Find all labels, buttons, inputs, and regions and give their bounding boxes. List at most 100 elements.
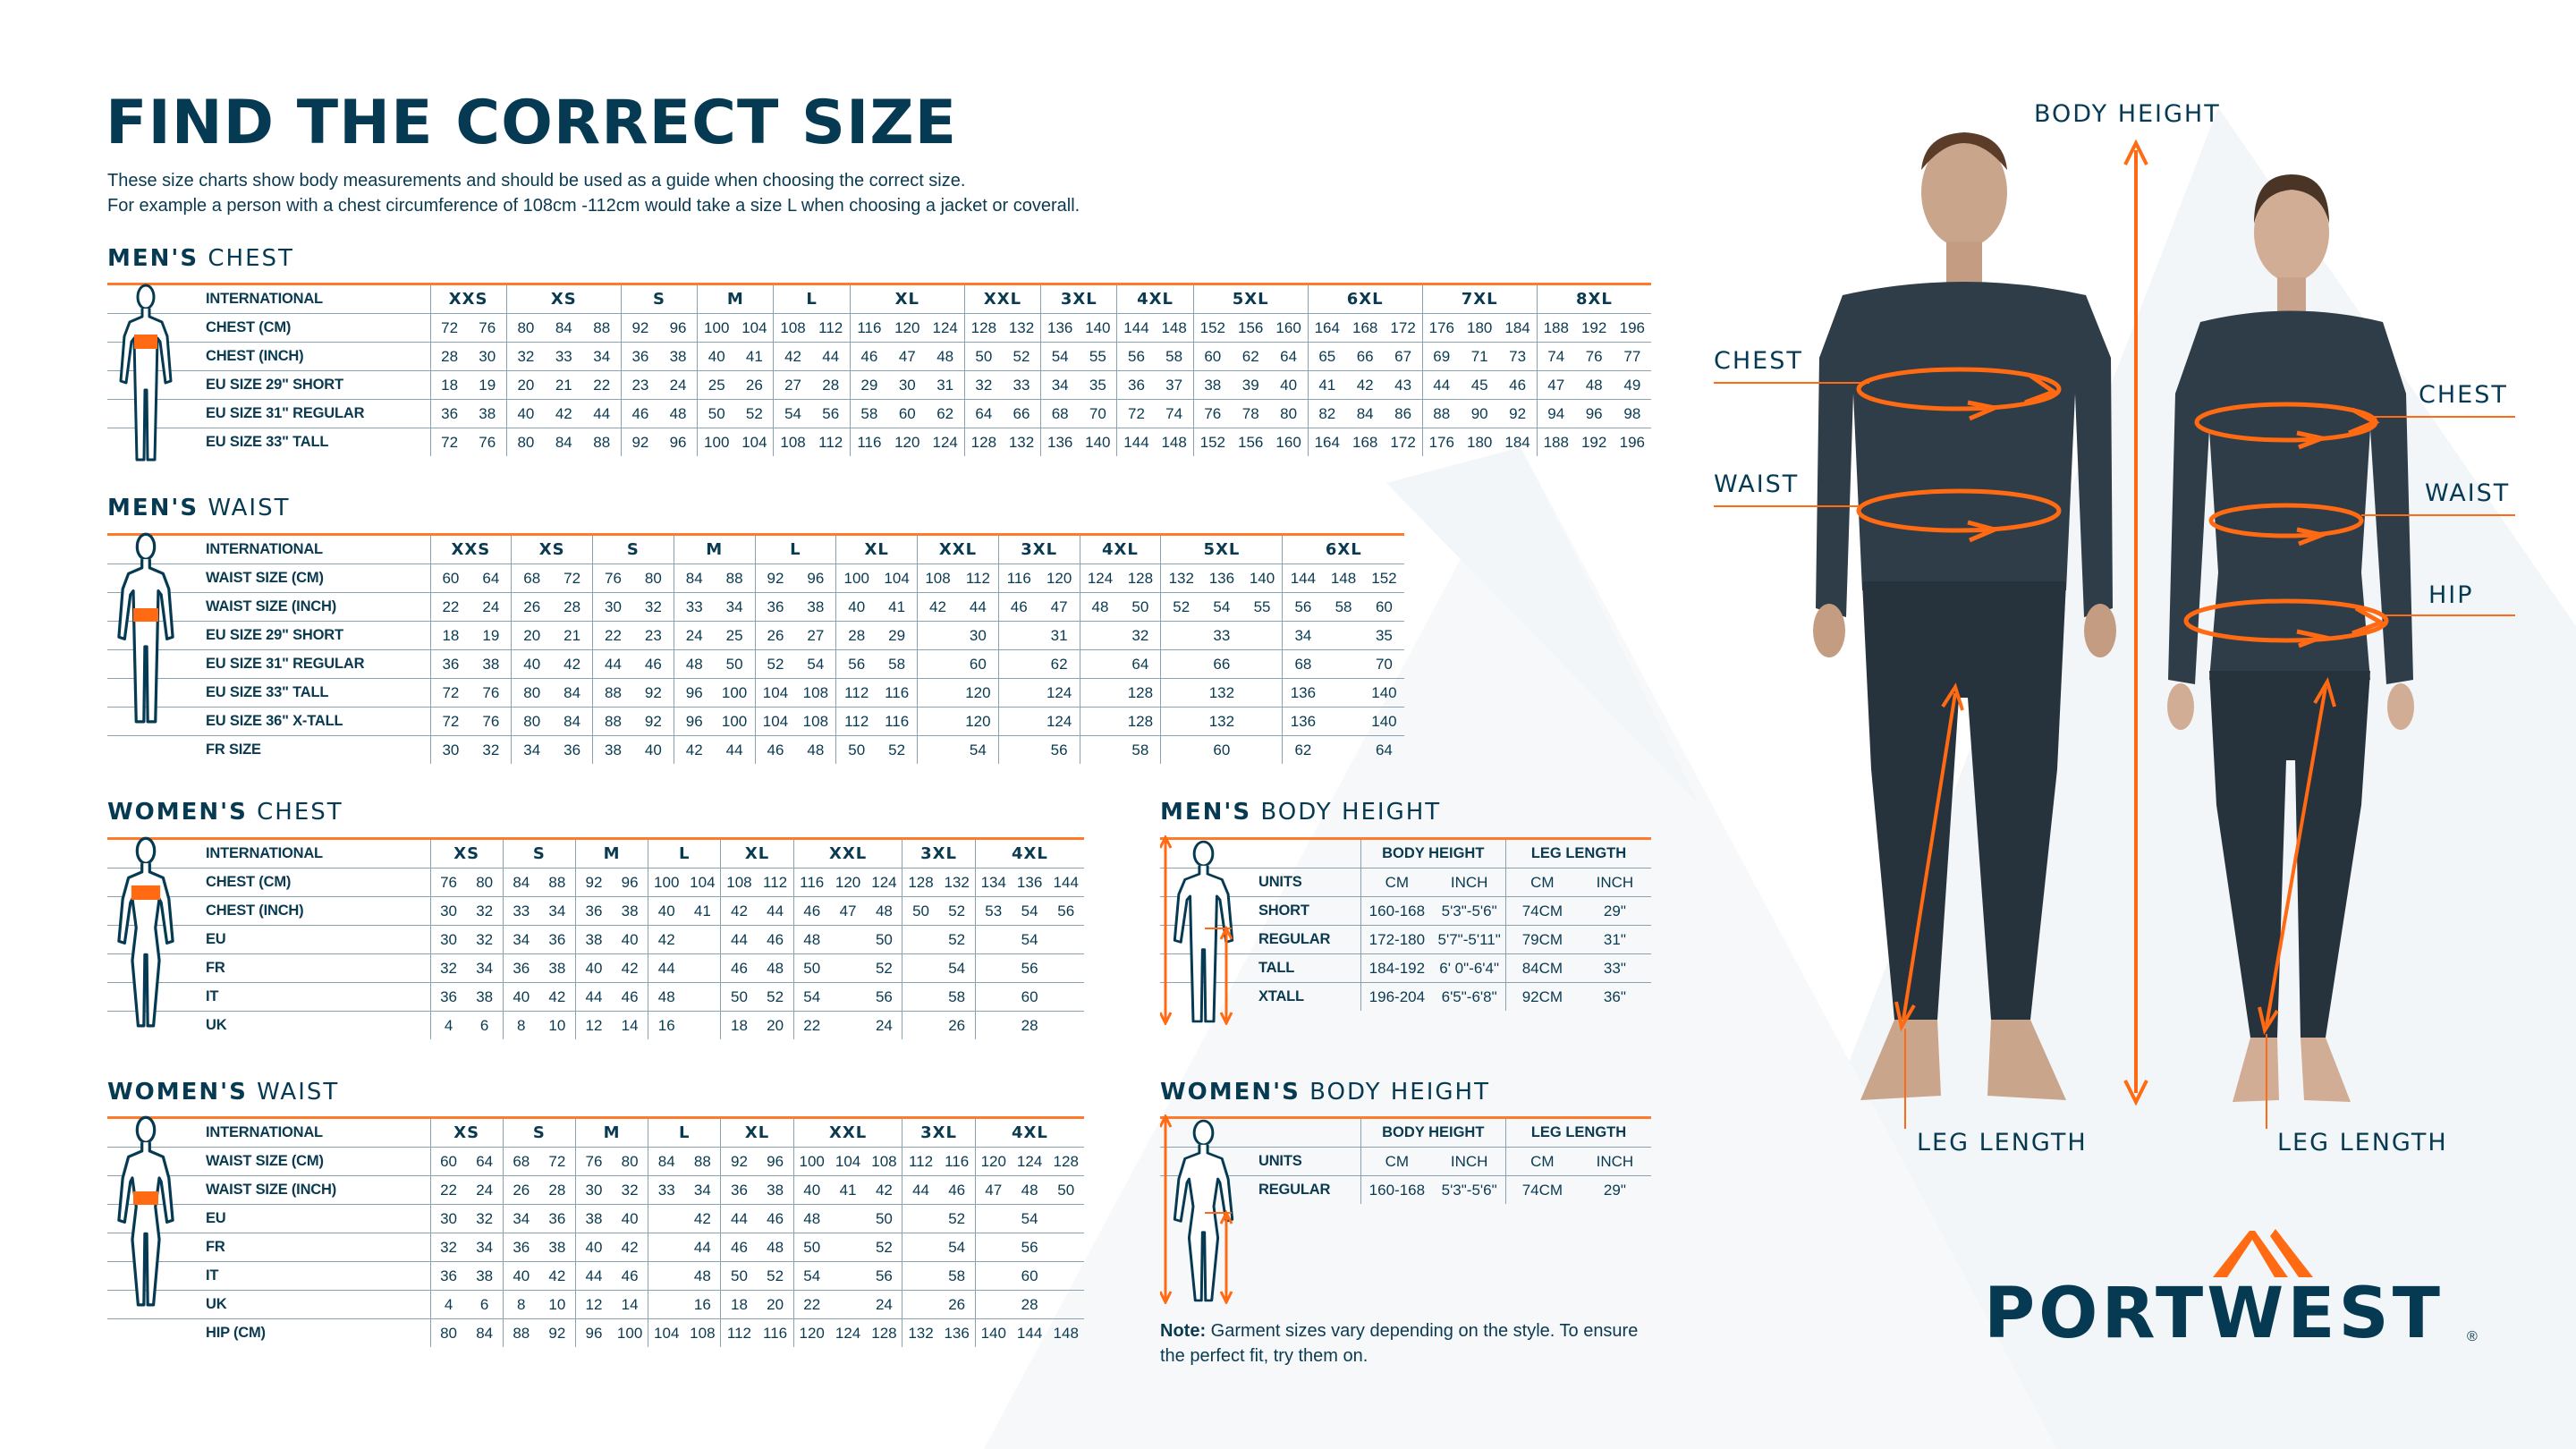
- table-cell: 40: [511, 649, 553, 679]
- table-row: XTALL 196-204 6'5"-6'8" 92CM 36": [1160, 982, 1651, 1011]
- size-group-4xl: 4XL: [974, 838, 1085, 869]
- table-cell: 44: [725, 741, 743, 758]
- table-cell: [917, 621, 958, 650]
- table-cell: 96: [795, 564, 836, 593]
- table-cell: 28: [1021, 1016, 1038, 1034]
- male-model-image: [1813, 132, 2116, 1100]
- table-row: EU SIZE 29" SHORT 18 19 20 21 22 23 24 25 26 27 28 2…: [107, 370, 1652, 400]
- table-row: EU SIZE 36" X-TALL 72 76 80 84 88 92 96 100 104 10…: [107, 707, 1405, 736]
- table-cell: 53: [974, 896, 1012, 926]
- size-group-3xl: 3XL: [1040, 284, 1117, 314]
- womens-chest-heading: WOMEN'S CHEST: [107, 799, 343, 826]
- table-cell: 40: [505, 399, 545, 428]
- table-cell: [829, 953, 867, 983]
- table-cell: 92: [754, 564, 796, 593]
- table-cell: 108: [917, 564, 958, 593]
- table-cell: [997, 678, 1039, 708]
- table-cell: 100: [714, 707, 756, 736]
- table-cell: 24: [866, 1290, 902, 1319]
- female-waist-label: WAIST: [2425, 479, 2511, 507]
- table-cell: 52: [938, 925, 976, 954]
- table-cell: 60: [1011, 982, 1048, 1012]
- table-cell: 112: [835, 707, 877, 736]
- table-cell: 104: [741, 433, 767, 451]
- table-cell: 38: [538, 953, 576, 983]
- table-cell: 32: [1120, 621, 1161, 650]
- table-cell: 48: [792, 1204, 830, 1233]
- table-cell: 41: [829, 1175, 867, 1205]
- table-cell: 34: [502, 925, 539, 954]
- table-cell: 74: [1536, 342, 1575, 371]
- table-cell: 128: [963, 313, 1003, 343]
- row-label: EU: [107, 1204, 430, 1233]
- table-cell: [829, 925, 867, 954]
- table-cell: 44: [957, 592, 999, 622]
- table-cell: 18: [429, 621, 471, 650]
- row-label: EU SIZE 36" X-TALL: [107, 707, 430, 736]
- table-cell: 108: [690, 1324, 716, 1342]
- table-cell: 66: [1345, 342, 1385, 371]
- table-cell: 22: [792, 1290, 830, 1319]
- table-cell: 20: [757, 1290, 794, 1319]
- table-cell: [1079, 678, 1121, 708]
- registered-mark: ®: [2467, 1329, 2478, 1344]
- table-row: EU 30 32 34 36 38 40 42 44 46 48 50 52 54: [107, 925, 1085, 954]
- row-label: EU SIZE 29" SHORT: [107, 370, 430, 400]
- table-cell: 96: [673, 707, 715, 736]
- table-cell: [902, 1011, 939, 1039]
- row-label: REGULAR: [1258, 1182, 1331, 1198]
- female-height-figure-icon: [1160, 1114, 1234, 1304]
- table-row: EU SIZE 33" TALL 72 76 80 84 88 92 96 100 104 108 1…: [107, 428, 1651, 456]
- table-cell: 144: [1016, 1324, 1043, 1342]
- table-cell: 55: [1241, 592, 1283, 622]
- heading-bold: MEN'S: [1160, 799, 1252, 826]
- table-cell: 116: [938, 1147, 976, 1176]
- logo-wordmark: PORTWEST: [1984, 1274, 2444, 1354]
- row-label: IT: [107, 982, 430, 1012]
- table-cell: 90: [1460, 399, 1499, 428]
- table-row: FR 32 34 36 38 40 42 44 46 48 50 52 54 56: [107, 1233, 1085, 1262]
- table-cell: 48: [1079, 592, 1121, 622]
- table-row: EU SIZE 31" REGULAR 36 38 40 42 44 46 48 50 52 54 5…: [107, 399, 1652, 428]
- table-cell: 108: [720, 868, 758, 897]
- table-cell: 72: [538, 1147, 576, 1176]
- table-cell: 44: [757, 896, 794, 926]
- table-cell: 52: [757, 1261, 794, 1291]
- table-cell: 12: [574, 1290, 613, 1319]
- size-group-leg-length: LEG LENGTH: [1505, 838, 1652, 869]
- table-row: UK 4 6 8 10 12 14 16 18 20 22 24 26 28: [107, 1011, 1084, 1039]
- table-cell: 196: [1619, 433, 1646, 451]
- table-cell: 52: [888, 741, 906, 758]
- table-row: UNITS CM INCH CM INCH: [1160, 1147, 1652, 1176]
- size-group-s: S: [592, 534, 674, 564]
- table-cell: 64: [1120, 649, 1161, 679]
- table-cell: 73: [1498, 342, 1538, 371]
- table-cell: 33: [648, 1175, 685, 1205]
- table-cell: 26: [502, 1175, 539, 1205]
- womens-chest-table: INTERNATIONAL XS S M L XL XXL 3XL 4XL CHEST (CM) 7…: [107, 837, 1085, 1039]
- table-cell: 22: [429, 1175, 467, 1205]
- table-cell: 20: [505, 370, 545, 400]
- table-cell: 60: [429, 564, 471, 593]
- note-text: Garment sizes vary depending on the styl…: [1160, 1321, 1639, 1366]
- table-cell: 52: [757, 982, 794, 1012]
- table-cell: 172: [1384, 313, 1423, 343]
- table-cell: 100: [714, 678, 756, 708]
- womens-waist-table: INTERNATIONAL XS S M L XL XXL 3XL 4XL WAIST SIZE …: [107, 1116, 1085, 1347]
- table-cell: 54: [792, 982, 830, 1012]
- table-cell: 28: [835, 621, 877, 650]
- table-row: EU SIZE 29" SHORT 18 19 20 21 22 23 24 25 26 27 28 2…: [107, 621, 1405, 650]
- row-label: EU: [107, 925, 430, 954]
- table-cell: 84: [552, 707, 593, 736]
- table-cell: 42: [1345, 370, 1385, 400]
- table-header-row: INTERNATIONAL XXS XS S M L XL XXL 3XL 4XL 5XL 6XL: [107, 534, 1405, 564]
- table-cell: 12: [574, 1011, 613, 1039]
- table-cell: 38: [466, 982, 504, 1012]
- intro-line-2: For example a person with a chest circum…: [107, 196, 1080, 216]
- table-cell: 64: [466, 1147, 504, 1176]
- table-cell: 80: [466, 868, 504, 897]
- female-chest-label: CHEST: [2419, 381, 2508, 409]
- womens-body-height-table: BODY HEIGHT LEG LENGTH UNITS CM INCH CM INCH RE…: [1160, 1116, 1652, 1204]
- table-cell: 54: [792, 1261, 830, 1291]
- table-cell: [902, 925, 939, 954]
